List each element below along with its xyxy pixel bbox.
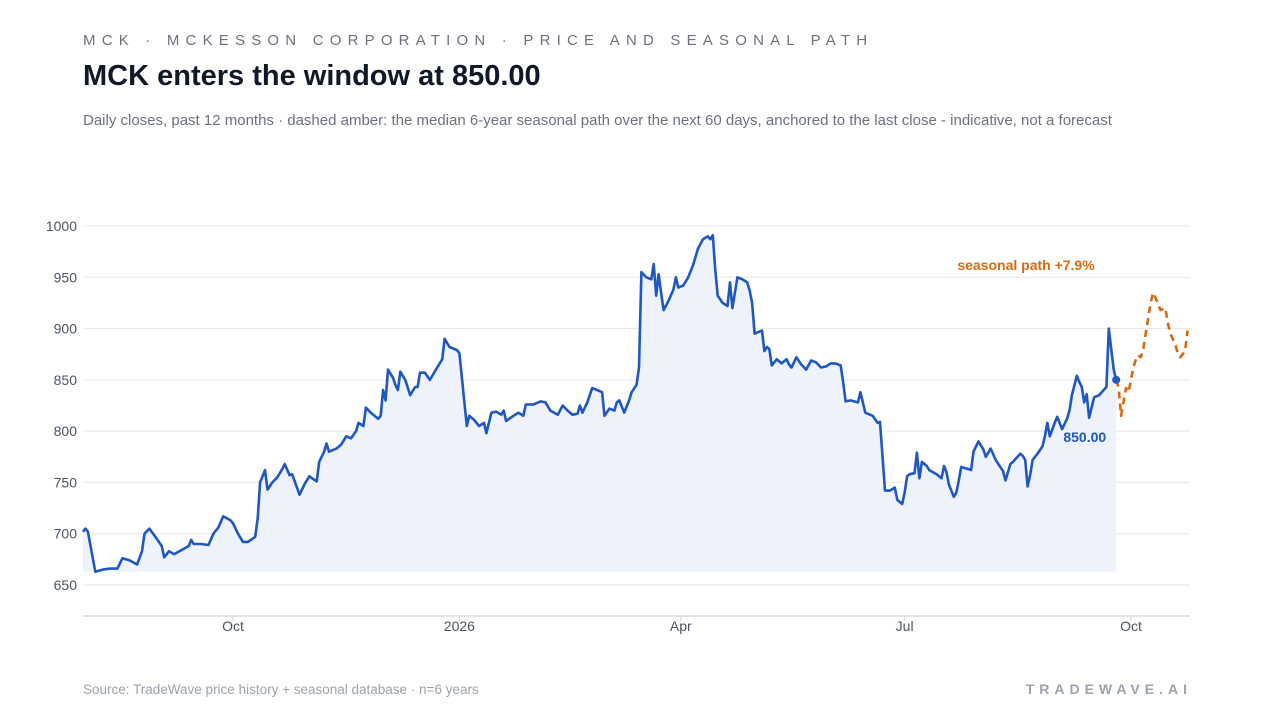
x-tick-oct-0: Oct <box>222 618 244 634</box>
seasonal-path-label: seasonal path +7.9% <box>957 257 1095 273</box>
price-area-fill <box>83 235 1117 572</box>
source-note: Source: TradeWave price history + season… <box>83 682 479 697</box>
chart-kicker: MCK · MCKESSON CORPORATION · PRICE AND S… <box>83 32 874 49</box>
x-tick-apr-2: Apr <box>670 618 692 634</box>
price-series-line <box>81 233 1118 573</box>
chart-subtitle: Daily closes, past 12 months · dashed am… <box>83 112 1112 129</box>
y-axis-ticks: 650 700 750 800 850 900 950 1000 <box>46 218 77 593</box>
y-tick-800: 800 <box>54 423 78 439</box>
y-tick-950: 950 <box>54 269 78 285</box>
x-axis-ticks: Oct 2026 Apr Jul Oct <box>222 616 1142 634</box>
y-tick-900: 900 <box>54 321 78 337</box>
seasonal-series-line <box>1114 291 1189 418</box>
x-tick-jul-3: Jul <box>896 618 914 634</box>
x-tick-2026-1: 2026 <box>444 618 475 634</box>
last-close-label: 850.00 <box>1063 429 1106 445</box>
x-tick-oct-4: Oct <box>1120 618 1142 634</box>
last-close-marker <box>1112 375 1121 384</box>
brand-logo-text: TRADEWAVE.AI <box>1025 681 1192 697</box>
y-tick-700: 700 <box>54 526 78 542</box>
chart-title: MCK enters the window at 850.00 <box>83 60 541 92</box>
y-tick-850: 850 <box>54 372 78 388</box>
y-tick-750: 750 <box>54 474 78 490</box>
y-tick-1000: 1000 <box>46 218 77 234</box>
y-tick-650: 650 <box>54 577 78 593</box>
